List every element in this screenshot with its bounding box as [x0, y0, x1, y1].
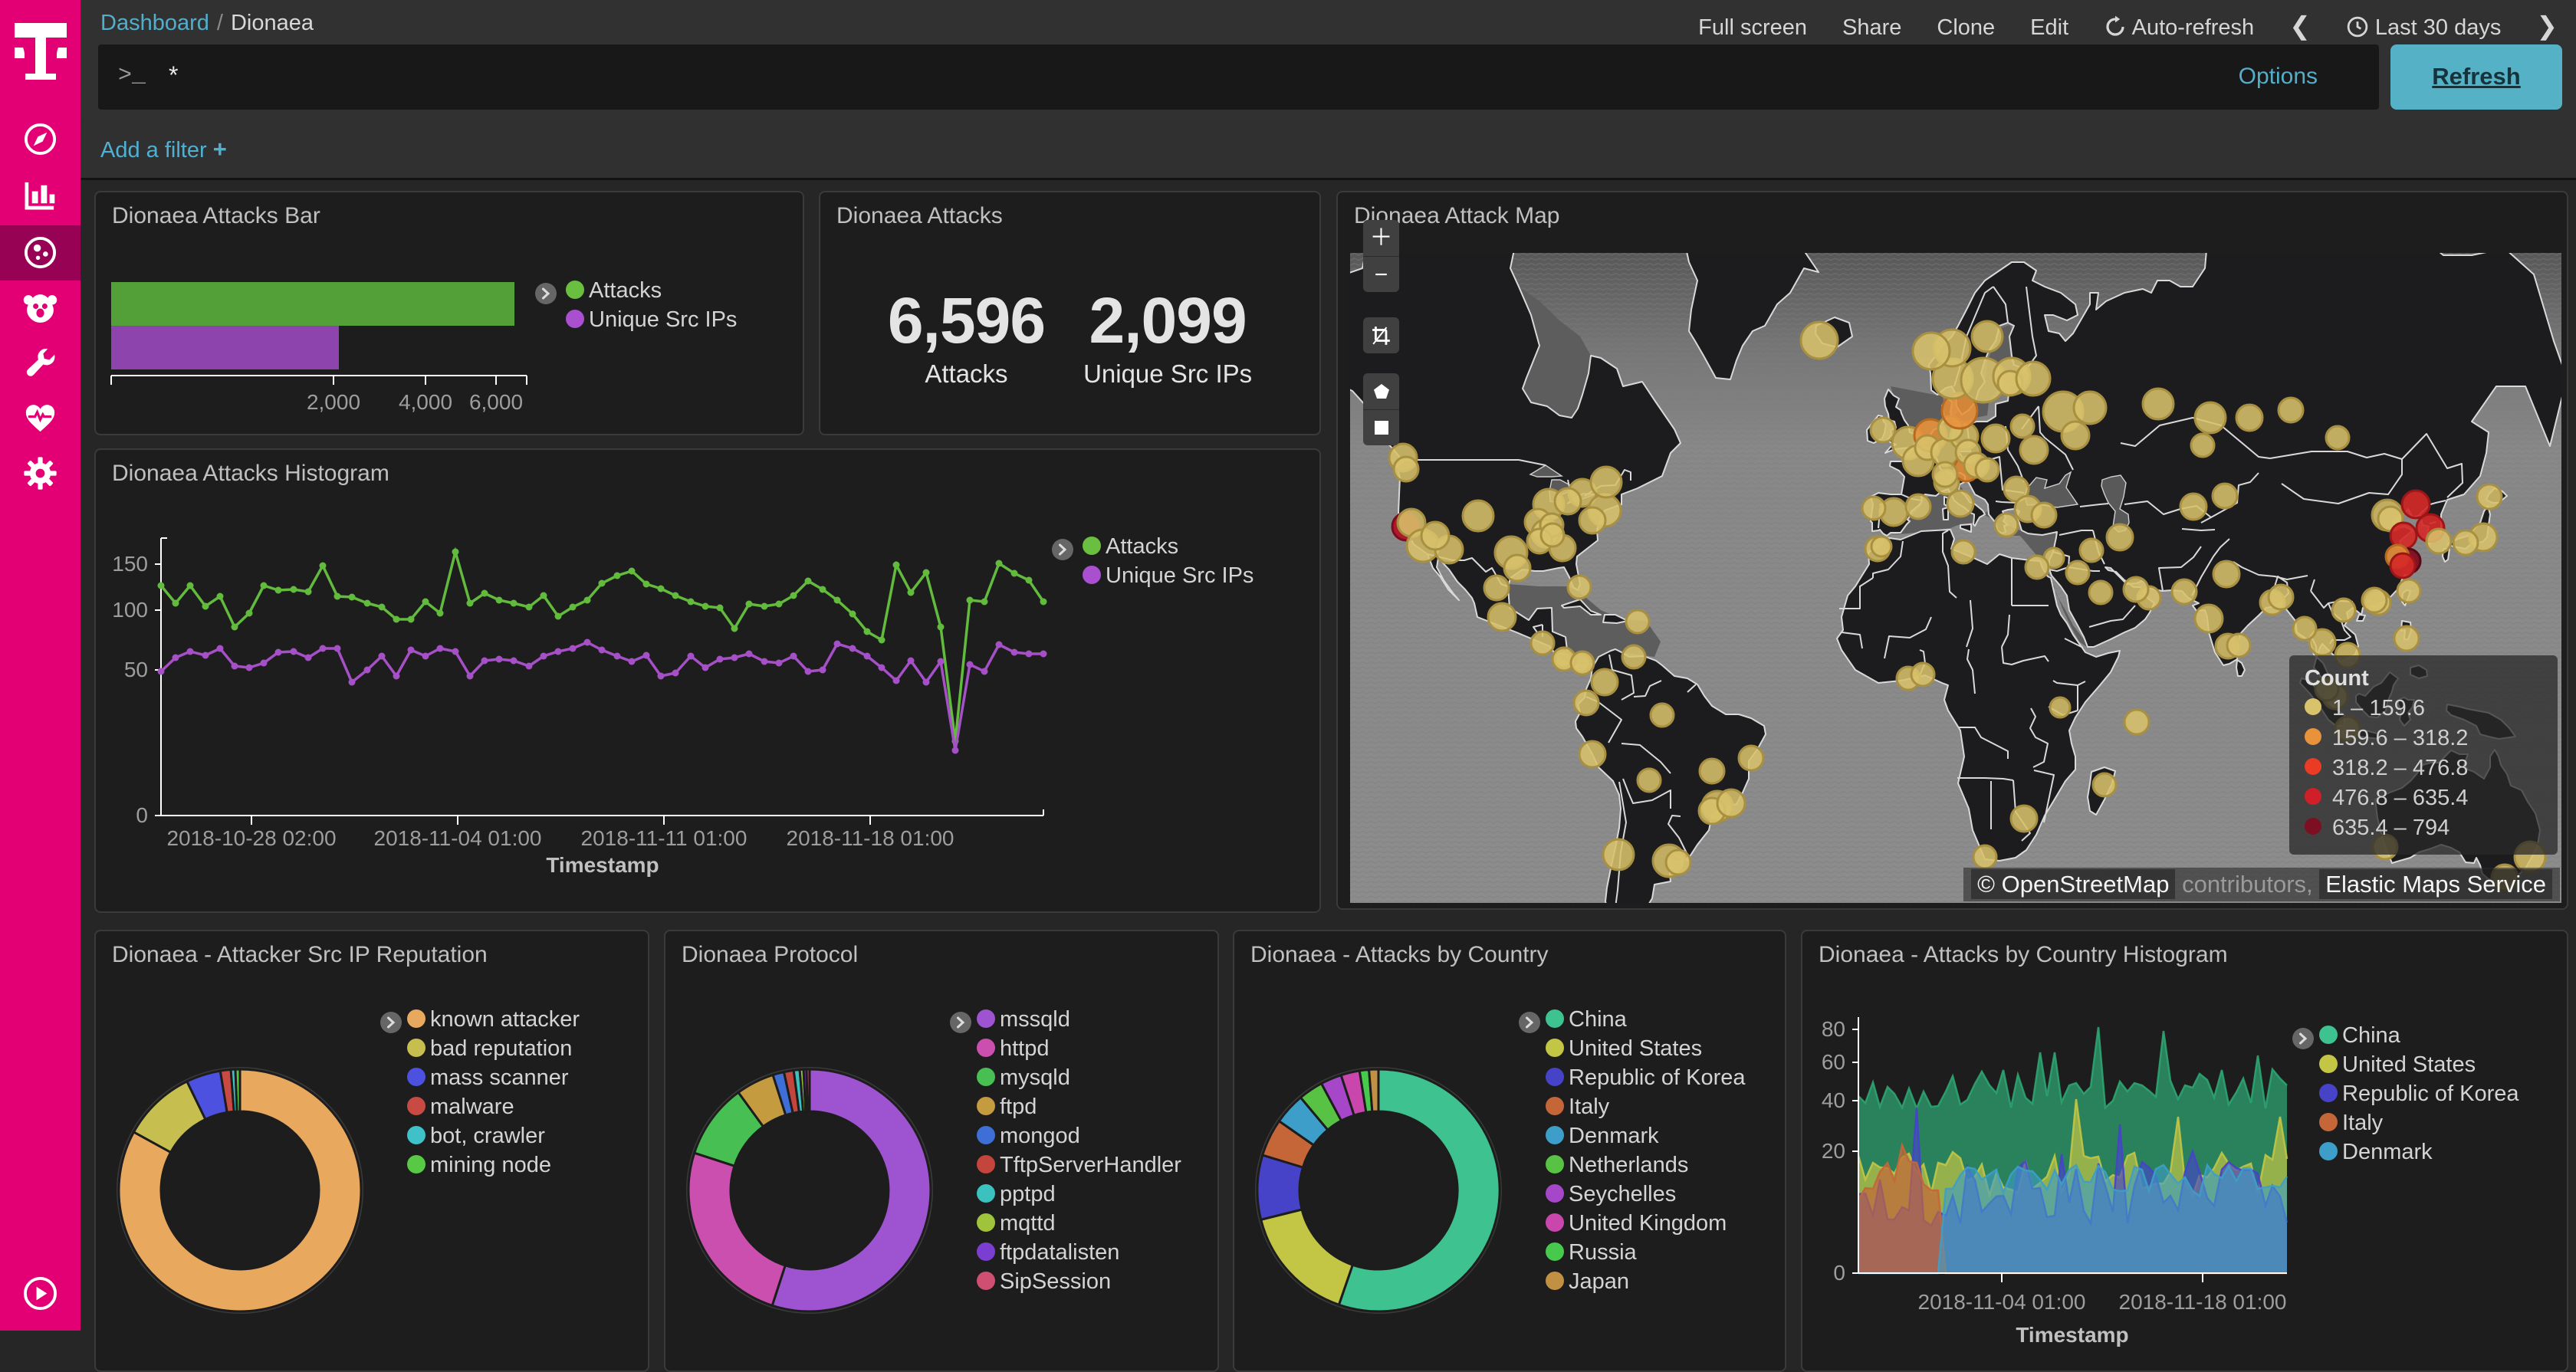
svg-text:United States: United States — [1569, 1036, 1702, 1061]
svg-text:100: 100 — [112, 598, 148, 622]
svg-text:bad reputation: bad reputation — [430, 1036, 572, 1061]
svg-text:2018-10-28 02:00: 2018-10-28 02:00 — [166, 826, 336, 850]
svg-text:2018-11-18 01:00: 2018-11-18 01:00 — [787, 826, 955, 850]
svg-text:2,000: 2,000 — [307, 390, 360, 414]
svg-text:150: 150 — [112, 552, 148, 576]
svg-text:Republic of Korea: Republic of Korea — [2342, 1082, 2519, 1106]
svg-text:50: 50 — [124, 658, 148, 681]
svg-text:China: China — [1569, 1007, 1628, 1032]
svg-text:China: China — [2342, 1023, 2401, 1048]
svg-text:Republic of Korea: Republic of Korea — [1569, 1065, 1746, 1090]
svg-text:ftpdatalisten: ftpdatalisten — [1000, 1240, 1119, 1265]
svg-text:Italy: Italy — [1569, 1095, 1610, 1119]
svg-text:Unique Src IPs: Unique Src IPs — [1106, 563, 1254, 588]
svg-text:bot, crawler: bot, crawler — [430, 1124, 545, 1148]
svg-text:United States: United States — [2342, 1052, 2476, 1077]
svg-text:United Kingdom: United Kingdom — [1569, 1211, 1727, 1236]
svg-text:2018-11-11 01:00: 2018-11-11 01:00 — [581, 826, 748, 850]
svg-text:Unique Src IPs: Unique Src IPs — [589, 307, 737, 332]
svg-text:40: 40 — [1822, 1088, 1845, 1112]
svg-text:6,000: 6,000 — [469, 390, 523, 414]
svg-text:20: 20 — [1822, 1139, 1845, 1163]
svg-text:2018-11-04 01:00: 2018-11-04 01:00 — [374, 826, 542, 850]
svg-text:SipSession: SipSession — [1000, 1269, 1111, 1294]
svg-text:2018-11-04 01:00: 2018-11-04 01:00 — [1918, 1290, 2086, 1314]
svg-text:Timestamp: Timestamp — [2016, 1323, 2128, 1347]
svg-text:mssqld: mssqld — [1000, 1007, 1070, 1032]
svg-text:ftpd: ftpd — [1000, 1095, 1037, 1119]
svg-text:Seychelles: Seychelles — [1569, 1182, 1676, 1206]
svg-text:Italy: Italy — [2342, 1111, 2384, 1135]
svg-text:60: 60 — [1822, 1050, 1845, 1074]
svg-text:mass scanner: mass scanner — [430, 1065, 569, 1090]
svg-text:malware: malware — [430, 1095, 514, 1119]
svg-text:mysqld: mysqld — [1000, 1065, 1070, 1090]
svg-text:Timestamp: Timestamp — [546, 853, 659, 877]
svg-text:Russia: Russia — [1569, 1240, 1638, 1265]
svg-text:Attacks: Attacks — [589, 278, 662, 303]
svg-text:mining node: mining node — [430, 1153, 551, 1177]
svg-text:2018-11-18 01:00: 2018-11-18 01:00 — [2119, 1290, 2287, 1314]
svg-text:httpd: httpd — [1000, 1036, 1050, 1061]
svg-text:Denmark: Denmark — [2342, 1140, 2433, 1164]
svg-text:Netherlands: Netherlands — [1569, 1153, 1688, 1177]
svg-text:Attacks: Attacks — [1106, 534, 1178, 559]
svg-text:Denmark: Denmark — [1569, 1124, 1659, 1148]
svg-text:mqttd: mqttd — [1000, 1211, 1056, 1236]
svg-text:0: 0 — [136, 803, 148, 827]
svg-text:4,000: 4,000 — [399, 390, 452, 414]
svg-text:0: 0 — [1833, 1261, 1845, 1285]
svg-text:Japan: Japan — [1569, 1269, 1629, 1294]
svg-text:TftpServerHandler: TftpServerHandler — [1000, 1153, 1181, 1177]
svg-text:80: 80 — [1822, 1017, 1845, 1041]
svg-text:pptpd: pptpd — [1000, 1182, 1056, 1206]
svg-text:known attacker: known attacker — [430, 1007, 580, 1032]
svg-text:mongod: mongod — [1000, 1124, 1080, 1148]
